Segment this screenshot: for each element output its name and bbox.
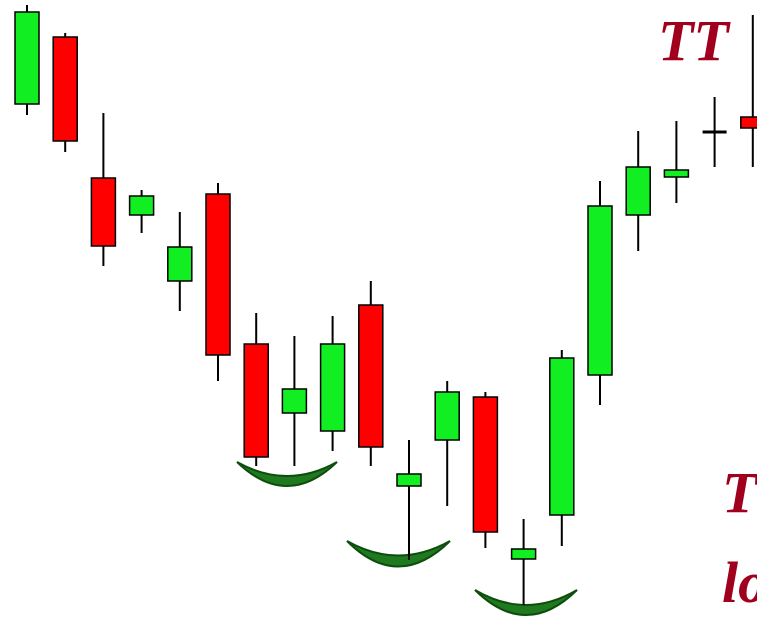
annotation: T	[722, 460, 757, 525]
smile-arc	[346, 540, 451, 568]
annotation: lo	[722, 550, 757, 615]
candle-body	[319, 343, 346, 432]
candle-body	[90, 177, 117, 247]
candle-body	[396, 473, 422, 487]
candle-body	[167, 246, 193, 282]
annotation: TT	[658, 8, 731, 73]
smile-arc	[236, 461, 338, 487]
candle-body	[702, 130, 727, 134]
candle-body	[14, 11, 40, 105]
candle-body	[358, 304, 384, 448]
candle-body	[472, 396, 499, 533]
candle-body	[128, 195, 155, 216]
candle-body	[740, 116, 757, 129]
candle-body	[510, 548, 537, 560]
candle-body	[587, 205, 613, 376]
candle-body	[205, 193, 231, 356]
candle-body	[625, 166, 651, 216]
candle-body	[52, 36, 78, 142]
candle-body	[663, 169, 690, 178]
candle-body	[434, 391, 460, 441]
candle-body	[549, 357, 575, 516]
smile-arc	[474, 589, 578, 616]
candle-body	[281, 388, 308, 414]
decorations	[236, 461, 578, 616]
candle-body	[243, 343, 269, 458]
